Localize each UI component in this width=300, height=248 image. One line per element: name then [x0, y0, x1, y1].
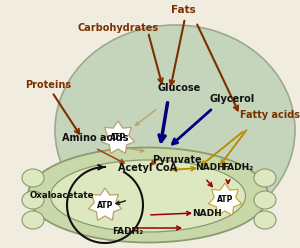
Text: Proteins: Proteins [25, 80, 71, 90]
Polygon shape [101, 121, 135, 153]
Ellipse shape [22, 169, 44, 187]
Ellipse shape [254, 211, 276, 229]
Ellipse shape [22, 211, 44, 229]
Text: Carbohydrates: Carbohydrates [77, 23, 159, 33]
Polygon shape [208, 183, 242, 215]
Ellipse shape [254, 169, 276, 187]
Text: Pyruvate: Pyruvate [152, 155, 202, 165]
Ellipse shape [55, 25, 295, 235]
Text: ATP: ATP [110, 133, 126, 143]
Text: ATP: ATP [217, 195, 233, 205]
Text: FADH₂: FADH₂ [112, 227, 144, 237]
Text: NADH: NADH [195, 163, 225, 173]
Ellipse shape [50, 160, 245, 232]
Text: Acetyl CoA: Acetyl CoA [118, 163, 177, 173]
Polygon shape [88, 188, 122, 220]
Text: Glycerol: Glycerol [210, 94, 255, 104]
Text: Glucose: Glucose [158, 83, 201, 93]
Ellipse shape [254, 191, 276, 209]
Text: FADH₂: FADH₂ [222, 163, 253, 173]
Ellipse shape [22, 191, 44, 209]
Text: NADH: NADH [192, 209, 222, 217]
Text: Oxaloacetate: Oxaloacetate [30, 190, 94, 199]
Text: Amino acids: Amino acids [62, 133, 128, 143]
Text: Fatty acids: Fatty acids [240, 110, 300, 120]
Text: ATP: ATP [97, 200, 113, 210]
Text: Fats: Fats [171, 5, 195, 15]
Ellipse shape [28, 148, 268, 243]
